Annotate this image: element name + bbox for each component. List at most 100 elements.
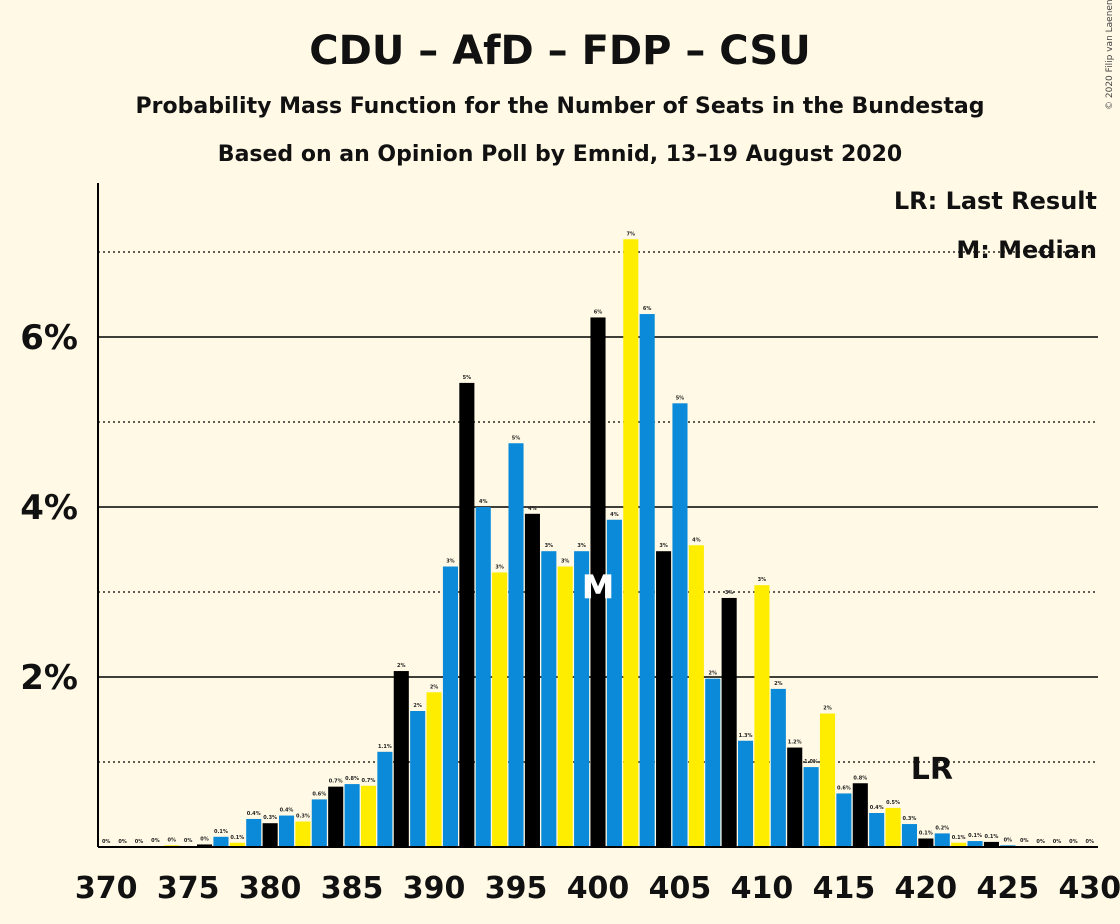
bar-label: 0.4% <box>870 805 884 811</box>
bar-seat-412 <box>787 747 803 847</box>
bar-label: 0.3% <box>263 815 277 821</box>
bar-label: 0% <box>1020 838 1029 844</box>
bar-label: 1.3% <box>739 733 753 739</box>
axes: 370 375 380 385 390 395 400 405 410 415 420 425 430 2… <box>20 183 1120 906</box>
bar-label: 6% <box>594 309 603 315</box>
bar-label: 2% <box>397 663 406 669</box>
bar-label: 0.4% <box>280 808 294 814</box>
bar-label: 4% <box>528 506 537 512</box>
bars <box>147 239 1032 847</box>
bar-seat-422 <box>951 842 967 847</box>
bar-label: 4% <box>610 512 619 518</box>
bar-label: 2% <box>430 684 439 690</box>
bar-seat-395 <box>508 443 524 847</box>
bar-seat-382 <box>295 821 311 847</box>
bar-label: 0% <box>1004 837 1013 843</box>
x-tick-label: 425 <box>977 871 1040 906</box>
bar-label: 0.1% <box>952 835 966 841</box>
x-tick-label: 430 <box>1058 871 1120 906</box>
bar-seat-417 <box>869 813 885 847</box>
copyright-text: © 2020 Filip van Laenen <box>1105 0 1115 110</box>
bar-seat-379 <box>246 818 262 847</box>
bar-seat-386 <box>360 785 377 847</box>
x-tick-label: 405 <box>649 871 712 906</box>
bar-label: 0.7% <box>329 779 343 785</box>
x-tick-label: 380 <box>239 871 302 906</box>
bar-seat-380 <box>262 823 278 847</box>
markers: M LR <box>582 568 953 787</box>
chart-title: CDU – AfD – FDP – CSU <box>309 28 810 74</box>
bar-label: 0% <box>1069 839 1078 845</box>
bar-seat-420 <box>918 838 934 847</box>
bar-label: 3% <box>725 590 734 596</box>
bar-seat-400 <box>590 317 606 847</box>
bar-seat-393 <box>475 507 491 847</box>
bar-seat-409 <box>738 740 754 847</box>
bar-seat-423 <box>967 841 983 847</box>
bar-seat-418 <box>885 807 901 847</box>
y-tick-label: 4% <box>20 488 78 528</box>
bar-label: 0% <box>184 838 193 844</box>
bar-seat-394 <box>492 572 508 847</box>
bar-seat-416 <box>852 783 868 847</box>
bar-label: 1.0% <box>804 759 818 765</box>
bar-label: 3% <box>446 559 455 565</box>
x-tick-label: 370 <box>75 871 138 906</box>
y-tick-label: 2% <box>20 658 78 698</box>
y-tick-label: 6% <box>20 318 78 358</box>
bar-label: 7% <box>627 231 636 237</box>
bar-seat-405 <box>672 403 688 847</box>
x-tick-label: 410 <box>731 871 794 906</box>
bar-label: 3% <box>545 543 554 549</box>
bar-label: 1.2% <box>788 740 802 746</box>
bar-label: 2% <box>774 681 783 687</box>
bar-seat-381 <box>278 815 295 847</box>
last-result-marker: LR <box>911 752 953 787</box>
bar-seat-424 <box>983 841 999 847</box>
bar-seat-407 <box>705 678 721 847</box>
bar-label: 0.1% <box>968 833 982 839</box>
bar-seat-401 <box>606 519 622 847</box>
bar-label: 0% <box>1086 839 1095 845</box>
x-tick-label: 415 <box>813 871 876 906</box>
bar-label: 0.3% <box>296 814 310 820</box>
bar-seat-415 <box>836 793 852 847</box>
bar-seat-403 <box>639 314 655 847</box>
bar-label: 0.6% <box>312 791 326 797</box>
bar-label: 0.2% <box>935 825 949 831</box>
bar-label: 0% <box>168 837 177 843</box>
bar-seat-383 <box>311 799 327 847</box>
bar-seat-399 <box>574 551 590 847</box>
bar-label: 3% <box>561 559 570 565</box>
bar-labels: 0% 0% 0% 0% 0% 0% 0%0.1%0.1%0.4%0.3%0.4%0.3%0.… <box>102 231 1094 845</box>
bar-seat-378 <box>229 842 245 847</box>
bar-label: 3% <box>577 543 586 549</box>
legend-last-result: LR: Last Result <box>894 187 1097 215</box>
x-tick-label: 390 <box>403 871 466 906</box>
bar-seat-411 <box>770 688 786 847</box>
bar-label: 2% <box>413 703 422 709</box>
bar-label: 0% <box>200 836 209 842</box>
bar-label: 0.1% <box>230 835 244 841</box>
bar-seat-404 <box>656 551 672 847</box>
bar-label: 0% <box>135 839 144 845</box>
bar-seat-402 <box>623 239 639 847</box>
bar-label: 0.1% <box>919 831 933 837</box>
bar-label: 3% <box>659 543 668 549</box>
bar-label: 4% <box>692 537 701 543</box>
bar-label: 0.8% <box>853 775 867 781</box>
bar-label: 0% <box>102 839 111 845</box>
bar-label: 0% <box>118 839 127 845</box>
bar-seat-396 <box>524 513 540 847</box>
chart-subtitle-2: Based on an Opinion Poll by Emnid, 13–19… <box>218 142 902 167</box>
legend-median: M: Median <box>956 236 1097 264</box>
bar-seat-389 <box>410 711 426 847</box>
bar-label: 2% <box>823 706 832 712</box>
median-marker: M <box>582 568 614 606</box>
bar-label: 0.3% <box>903 816 917 822</box>
bar-seat-377 <box>213 836 229 847</box>
bar-label: 2% <box>709 671 718 677</box>
x-tick-label: 420 <box>895 871 958 906</box>
bar-label: 0.7% <box>362 778 376 784</box>
